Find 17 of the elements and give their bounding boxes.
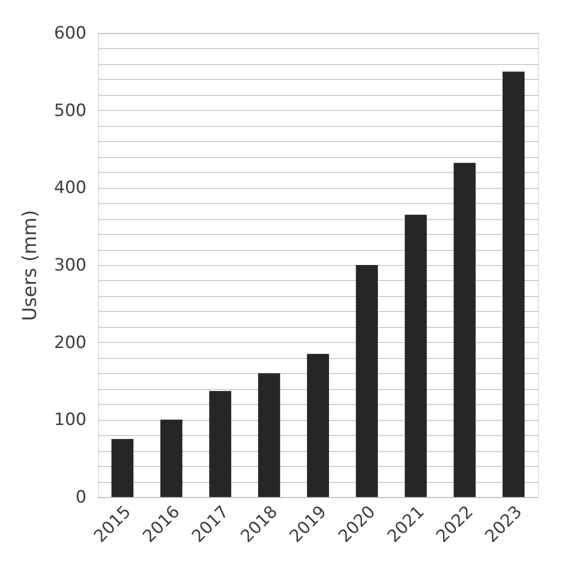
- bar: [209, 391, 232, 497]
- bar: [404, 214, 427, 497]
- y-tick-label: 100: [54, 410, 86, 430]
- y-tick-label: 0: [76, 488, 86, 508]
- y-tick-label: 500: [54, 100, 86, 121]
- y-tick-label: 600: [54, 24, 86, 44]
- y-tick-label: 300: [54, 256, 86, 276]
- bar: [454, 162, 476, 497]
- bar: [160, 420, 182, 497]
- bar: [307, 354, 329, 497]
- y-axis-title: Users (mm): [19, 210, 42, 322]
- bar: [502, 72, 525, 497]
- bar: [258, 373, 280, 497]
- y-tick-label: 400: [54, 178, 86, 198]
- bar: [356, 265, 378, 497]
- y-tick-label: 200: [54, 332, 86, 353]
- bar: [111, 439, 134, 497]
